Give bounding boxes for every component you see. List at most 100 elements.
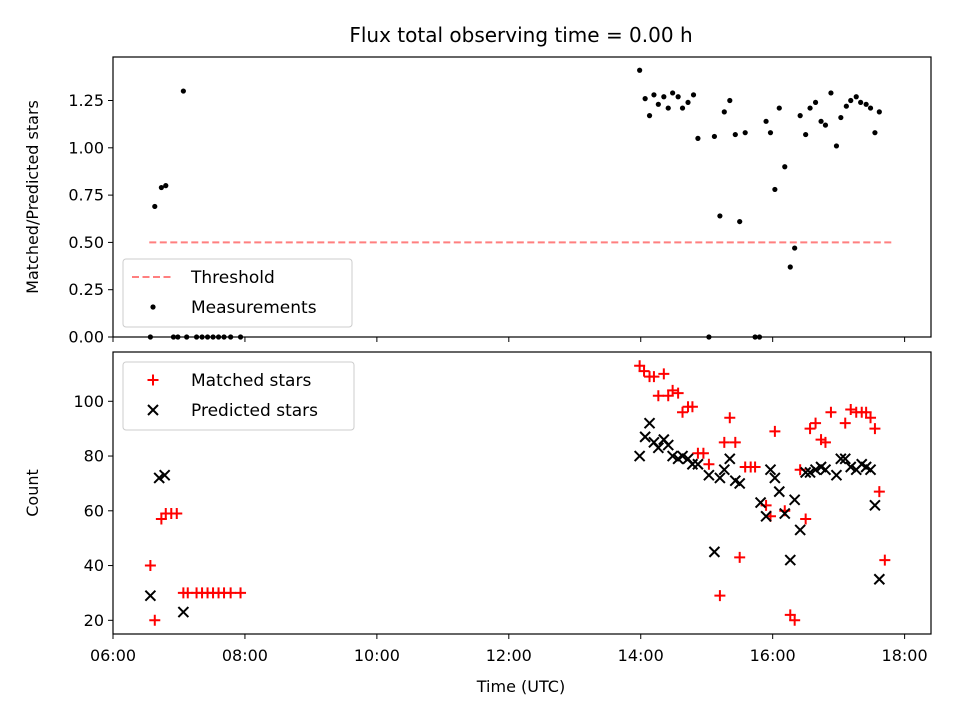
- data-point: [152, 203, 158, 210]
- legend: Matched stars Predicted stars: [122, 361, 355, 431]
- data-point: [661, 94, 667, 100]
- data-point: [697, 447, 709, 459]
- data-point: [769, 425, 781, 437]
- x-tick-label: 06:00: [90, 646, 136, 665]
- data-point: [828, 90, 834, 96]
- data-point: [633, 450, 646, 462]
- data-point: [225, 587, 237, 599]
- legend-swatch: [147, 374, 159, 386]
- series-measurements: [147, 67, 882, 340]
- data-point: [782, 164, 788, 170]
- data-point: [830, 469, 843, 481]
- data-point: [853, 94, 859, 100]
- data-point: [177, 606, 190, 618]
- legend-label: Predicted stars: [191, 401, 318, 421]
- data-point: [779, 507, 791, 520]
- data-point: [825, 406, 837, 418]
- data-point: [679, 105, 686, 111]
- y-tick-label: 80: [84, 447, 104, 466]
- data-point: [180, 88, 186, 94]
- data-point: [872, 130, 878, 136]
- data-point: [754, 496, 767, 509]
- data-point: [729, 436, 741, 448]
- data-point: [876, 109, 882, 115]
- y-tick-label: 0.50: [68, 233, 104, 252]
- data-point: [865, 412, 877, 424]
- data-point: [676, 450, 689, 462]
- data-point: [652, 390, 664, 402]
- data-point: [873, 486, 885, 498]
- chart-title: Flux total observing time = 0.00 h: [349, 23, 692, 47]
- data-point: [858, 99, 864, 106]
- data-point: [714, 590, 726, 602]
- data-point: [721, 109, 727, 115]
- y-tick-label: 0.00: [68, 328, 104, 347]
- data-point: [675, 94, 681, 100]
- legend-label: Threshold: [190, 268, 275, 288]
- data-point: [776, 105, 782, 111]
- data-point: [235, 587, 247, 599]
- data-point: [655, 101, 661, 107]
- data-point: [643, 417, 656, 429]
- x-tick-label: 14:00: [618, 646, 664, 665]
- legend-swatch: [150, 304, 156, 310]
- data-point: [879, 554, 891, 566]
- data-point: [662, 439, 674, 451]
- data-point: [773, 485, 785, 498]
- legend-box: [122, 258, 353, 328]
- data-point: [171, 508, 183, 520]
- series-matched-stars: [144, 360, 891, 626]
- data-point: [800, 513, 812, 525]
- data-point: [672, 387, 684, 399]
- data-point: [711, 133, 718, 140]
- data-point: [646, 113, 653, 119]
- legend: Threshold Measurements: [122, 258, 353, 328]
- data-point: [812, 99, 819, 106]
- data-point: [833, 143, 840, 149]
- data-point: [163, 183, 169, 189]
- data-point: [839, 417, 851, 429]
- x-tick-label: 10:00: [354, 646, 400, 665]
- data-point: [845, 461, 857, 473]
- data-point: [794, 524, 806, 536]
- data-point: [642, 96, 648, 102]
- data-point: [869, 499, 881, 512]
- data-point: [718, 464, 731, 476]
- data-point: [838, 114, 844, 121]
- y-tick-label: 0.25: [68, 280, 104, 299]
- data-point: [804, 466, 816, 479]
- y-tick-label: 1.00: [68, 138, 104, 157]
- data-point: [648, 371, 660, 383]
- x-tick-label: 12:00: [486, 646, 532, 665]
- data-point: [670, 90, 676, 96]
- data-point: [714, 472, 726, 484]
- data-point: [822, 122, 829, 128]
- data-point: [835, 453, 847, 465]
- data-point: [158, 469, 171, 481]
- y-tick-label: 60: [84, 501, 104, 520]
- data-point: [843, 103, 849, 109]
- legend-swatch: [147, 404, 159, 416]
- data-point: [792, 245, 798, 251]
- legend-box: [122, 361, 355, 431]
- data-point: [869, 423, 881, 435]
- data-point: [804, 423, 816, 435]
- data-point: [717, 213, 723, 219]
- data-point: [685, 99, 691, 106]
- data-point: [718, 436, 730, 448]
- plot-frame: [112, 56, 932, 338]
- data-point: [724, 412, 736, 424]
- data-point: [686, 401, 698, 413]
- count-panel: 20 40 60 80 100 06:00 08:00 10:00 12:00 14:00 16:0…: [23, 351, 932, 665]
- data-point: [677, 406, 689, 418]
- data-point: [788, 494, 801, 506]
- data-point: [144, 560, 156, 572]
- data-point: [727, 97, 733, 104]
- data-point: [692, 458, 704, 470]
- x-axis-label: Time (UTC): [476, 677, 565, 696]
- x-tick-label: 18:00: [882, 646, 928, 665]
- data-point: [839, 453, 851, 465]
- data-point: [637, 67, 643, 73]
- y-tick-label: 1.25: [68, 91, 104, 110]
